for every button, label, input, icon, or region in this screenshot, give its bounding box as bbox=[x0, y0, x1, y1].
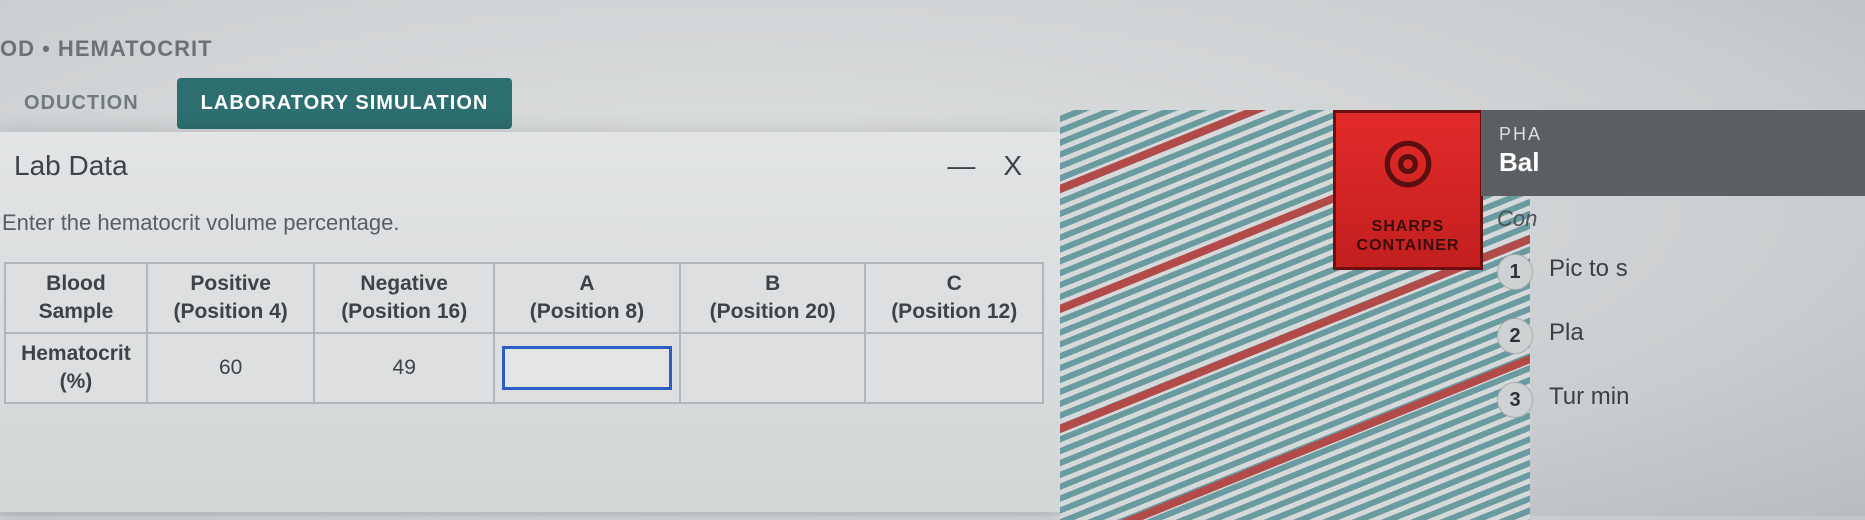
col-header-negative: Negative (Position 16) bbox=[314, 263, 494, 333]
cell-positive: 60 bbox=[147, 333, 315, 403]
procedure-step[interactable]: 1 Pic to s bbox=[1481, 240, 1865, 304]
cell-a bbox=[494, 333, 680, 403]
sidebar-kicker: PHA bbox=[1499, 124, 1863, 145]
step-text: Tur min bbox=[1549, 382, 1629, 412]
procedure-step[interactable]: 3 Tur min bbox=[1481, 368, 1865, 432]
tab-introduction[interactable]: ODUCTION bbox=[0, 78, 163, 129]
tab-strip: ODUCTION LABORATORY SIMULATION bbox=[0, 78, 512, 129]
procedure-sidebar: PHA Bal Con 1 Pic to s 2 Pla 3 Tur min bbox=[1481, 110, 1865, 520]
hematocrit-table: Blood Sample Positive (Position 4) Negat… bbox=[4, 262, 1044, 404]
step-number-badge: 3 bbox=[1497, 382, 1533, 418]
step-text: Pic to s bbox=[1549, 254, 1628, 284]
procedure-step[interactable]: 2 Pla bbox=[1481, 304, 1865, 368]
cell-b[interactable] bbox=[680, 333, 866, 403]
cell-negative: 49 bbox=[314, 333, 494, 403]
sharps-container[interactable]: SHARPS CONTAINER bbox=[1333, 110, 1483, 270]
step-number-badge: 1 bbox=[1497, 254, 1533, 290]
accent-stripe bbox=[1060, 317, 1530, 520]
col-header-blood-sample: Blood Sample bbox=[5, 263, 147, 333]
panel-window-controls: — X bbox=[947, 150, 1022, 182]
sidebar-subheading: Con bbox=[1481, 196, 1865, 240]
col-header-positive: Positive (Position 4) bbox=[147, 263, 315, 333]
minimize-button[interactable]: — bbox=[947, 150, 975, 182]
close-button[interactable]: X bbox=[1003, 150, 1022, 182]
cell-c[interactable] bbox=[865, 333, 1043, 403]
sidebar-header: PHA Bal bbox=[1481, 110, 1865, 196]
breadcrumb-text: OD • HEMATOCRIT bbox=[0, 36, 213, 61]
tab-laboratory-simulation[interactable]: LABORATORY SIMULATION bbox=[177, 78, 513, 129]
panel-header: Lab Data — X bbox=[0, 132, 1060, 192]
lab-data-panel: Lab Data — X Enter the hematocrit volume… bbox=[0, 132, 1060, 512]
sharps-label: SHARPS CONTAINER bbox=[1357, 217, 1460, 255]
biohazard-icon bbox=[1371, 127, 1445, 201]
panel-title: Lab Data bbox=[14, 150, 128, 182]
step-text: Pla bbox=[1549, 318, 1584, 348]
panel-instruction: Enter the hematocrit volume percentage. bbox=[0, 192, 1060, 262]
col-header-b: B (Position 20) bbox=[680, 263, 866, 333]
breadcrumb: OD • HEMATOCRIT bbox=[0, 36, 213, 62]
hematocrit-input-a[interactable] bbox=[502, 346, 672, 390]
col-header-c: C (Position 12) bbox=[865, 263, 1043, 333]
step-number-badge: 2 bbox=[1497, 318, 1533, 354]
sidebar-title: Bal bbox=[1499, 147, 1863, 178]
row-label-hematocrit: Hematocrit (%) bbox=[5, 333, 147, 403]
col-header-a: A (Position 8) bbox=[494, 263, 680, 333]
table-header-row: Blood Sample Positive (Position 4) Negat… bbox=[5, 263, 1043, 333]
table-row-hematocrit: Hematocrit (%) 60 49 bbox=[5, 333, 1043, 403]
